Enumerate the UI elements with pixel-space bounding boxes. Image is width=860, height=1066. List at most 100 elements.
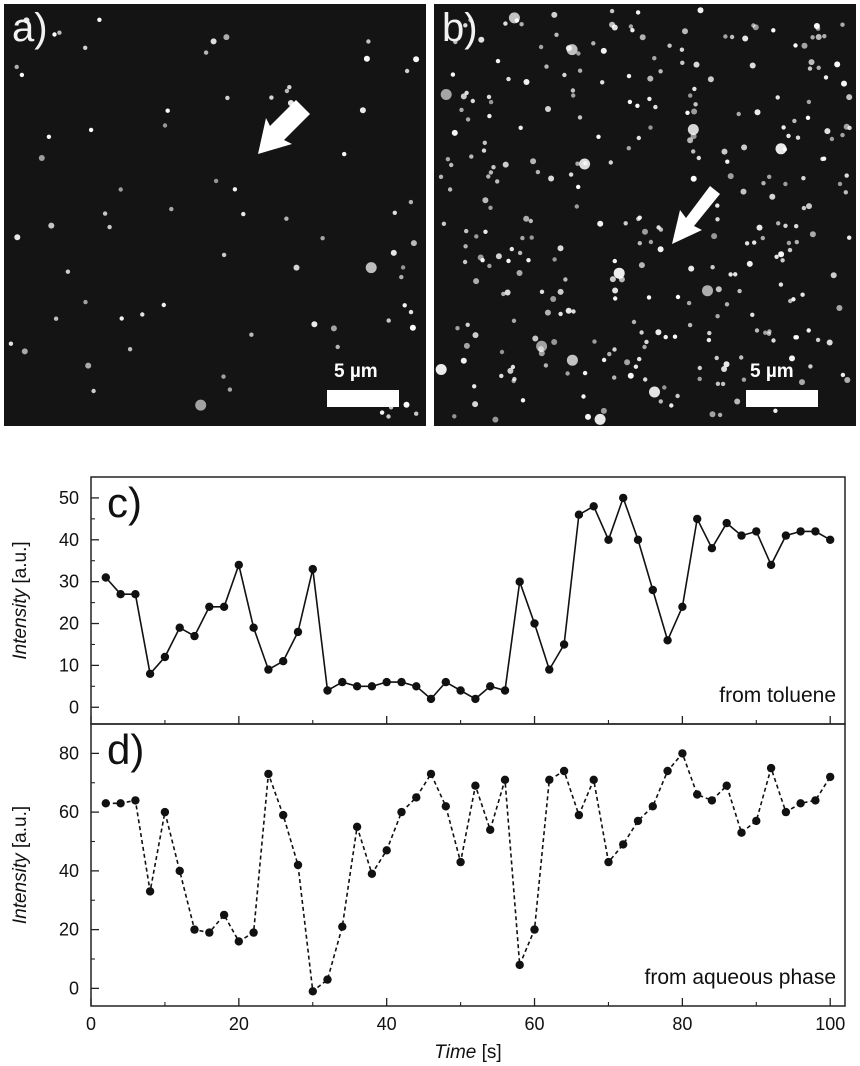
fluorescent-spot [386, 318, 391, 323]
data-point [338, 677, 347, 687]
fluorescent-spot [626, 146, 631, 151]
fluorescent-spot [717, 412, 723, 418]
fluorescent-spot [652, 56, 657, 61]
fluorescent-spot [630, 28, 635, 33]
fluorescent-spot [14, 234, 21, 241]
fluorescent-spot [487, 113, 492, 119]
fluorescent-spot [503, 21, 508, 26]
arrow-a-icon [258, 100, 310, 154]
fluorescent-spot [529, 235, 534, 240]
fluorescent-spot [499, 373, 504, 379]
fluorescent-spot [165, 108, 170, 113]
fluorescent-spot [754, 109, 761, 116]
fluorescent-spot [720, 381, 726, 387]
data-point [693, 790, 702, 799]
fluorescent-spot [435, 364, 447, 375]
fluorescent-spot [682, 28, 688, 35]
fluorescent-spot [293, 264, 300, 271]
fluorescent-spot [460, 93, 467, 100]
fluorescent-spot [688, 93, 693, 98]
fluorescent-spot [647, 96, 652, 102]
fluorescent-spot [672, 334, 678, 339]
fluorescent-spot [658, 227, 664, 232]
fluorescent-spot [465, 322, 470, 327]
fluorescent-spot [843, 190, 848, 195]
fluorescent-spot [667, 43, 672, 48]
fluorescent-spot [488, 205, 493, 210]
fluorescent-spot [107, 224, 112, 230]
fluorescent-spot [566, 44, 578, 56]
fluorescent-spot [829, 136, 835, 142]
data-point [264, 665, 273, 674]
fluorescent-spot [723, 34, 728, 39]
data-point [279, 810, 288, 820]
fluorescent-spot [488, 170, 494, 175]
data-point [648, 802, 657, 811]
fluorescent-spot [836, 305, 843, 311]
fluorescent-spot [565, 371, 570, 376]
fluorescent-spot [450, 72, 456, 77]
fluorescent-spot [472, 401, 479, 408]
fluorescent-spot [169, 206, 174, 212]
fluorescent-spot [611, 24, 618, 31]
fluorescent-spot [783, 223, 788, 228]
y-tick-label: 0 [69, 978, 79, 998]
fluorescent-spot [463, 342, 470, 349]
fluorescent-spot [463, 23, 468, 28]
fluorescent-spot [441, 221, 447, 226]
fluorescent-spot [470, 98, 475, 104]
fluorescent-spot [570, 88, 576, 93]
fluorescent-spot [806, 328, 811, 333]
data-point [693, 514, 702, 524]
fluorescent-spot [495, 58, 501, 64]
fluorescent-spot [709, 411, 716, 418]
data-point [234, 937, 243, 946]
fluorescent-spot [195, 399, 207, 411]
fluorescent-spot [596, 134, 601, 139]
fluorescent-spot [715, 286, 722, 293]
data-point [308, 564, 317, 574]
fluorescent-spot [284, 216, 289, 221]
fluorescent-spot [390, 249, 397, 256]
fluorescent-spot [488, 99, 494, 105]
y-axis-title: Intensity [a.u.] [10, 806, 31, 924]
data-point [219, 910, 229, 920]
fluorescent-spot [767, 174, 772, 179]
x-tick-label: 0 [86, 1014, 96, 1034]
fluorescent-spot [793, 43, 798, 48]
data-point [574, 810, 584, 820]
data-point [352, 822, 362, 831]
fluorescent-spot [741, 377, 747, 382]
fluorescent-spot [846, 94, 853, 101]
y-tick-label: 60 [59, 802, 79, 822]
fluorescent-spot [628, 24, 634, 29]
fluorescent-spot [787, 247, 793, 253]
fluorescent-spot [773, 408, 778, 413]
fluorescent-spot [795, 135, 801, 140]
data-point [160, 807, 170, 817]
fluorescent-spot [23, 17, 30, 24]
fluorescent-spot [837, 181, 843, 187]
fluorescent-spot [140, 312, 145, 317]
fluorescent-spot [455, 326, 460, 331]
fluorescent-spot [771, 338, 776, 343]
data-point [116, 590, 125, 599]
fluorescent-spot [392, 210, 397, 215]
x-tick-label: 60 [525, 1014, 545, 1034]
y-axis-title: Intensity [a.u.] [10, 541, 31, 659]
fluorescent-spot [780, 258, 785, 263]
fluorescent-spot [530, 158, 537, 165]
data-point [145, 669, 155, 678]
data-point [737, 531, 746, 540]
fluorescent-spot [517, 250, 523, 256]
fluorescent-spot [749, 62, 756, 69]
data-point [500, 775, 510, 784]
fluorescent-spot [675, 393, 680, 399]
fluorescent-spot [639, 330, 644, 335]
micrograph-b: b) 5 µm [434, 4, 856, 426]
data-point [264, 769, 273, 779]
data-point [219, 602, 229, 611]
fluorescent-spot [751, 23, 756, 28]
data-point [486, 825, 495, 834]
fluorescent-spot [741, 144, 748, 151]
